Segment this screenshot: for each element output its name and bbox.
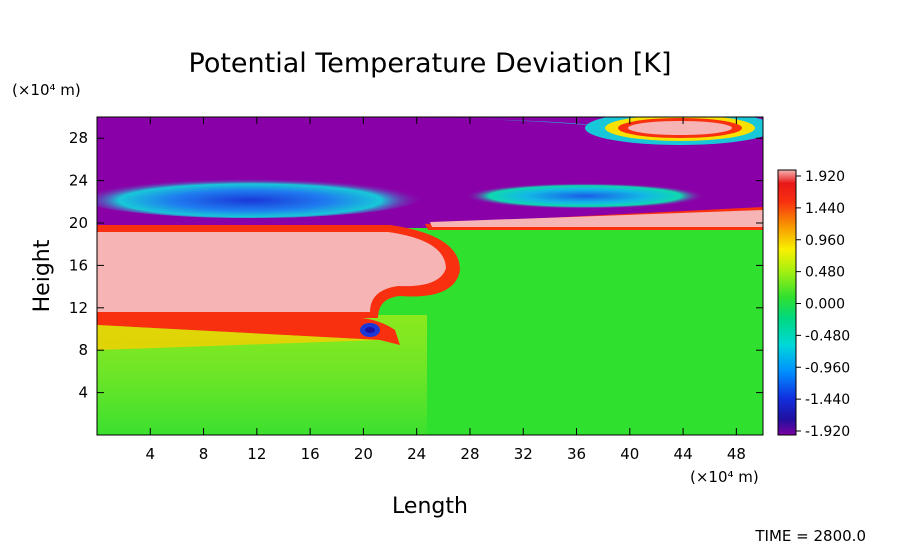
colorbar-label: -1.440 xyxy=(805,392,850,408)
y-tick-label: 12 xyxy=(69,299,88,317)
x-tick-label: 32 xyxy=(514,445,533,463)
x-axis-label: Length xyxy=(392,494,468,519)
y-tick-label: 20 xyxy=(69,214,88,232)
colorbar-label: -0.480 xyxy=(805,328,850,344)
colorbar-label: -1.920 xyxy=(805,424,850,440)
field-cold-lens-right xyxy=(465,183,705,209)
time-label: TIME = 2800.0 xyxy=(754,527,866,544)
field-warm-block xyxy=(97,232,446,312)
field-warm-tongue xyxy=(430,210,763,227)
x-tick-label: 16 xyxy=(301,445,320,463)
y-tick-label: 28 xyxy=(69,129,88,147)
x-tick-label: 12 xyxy=(247,445,266,463)
field-warm-ring-core xyxy=(628,121,732,135)
y-unit-label: (×10⁴ m) xyxy=(12,81,81,99)
x-tick-label: 4 xyxy=(146,445,156,463)
heatmap-field xyxy=(97,117,763,435)
y-tick-label: 16 xyxy=(69,256,88,274)
y-axis-label: Height xyxy=(30,239,55,312)
colorbar-label: 0.960 xyxy=(805,233,845,249)
plot-frame xyxy=(96,116,764,436)
x-tick-label: 48 xyxy=(727,445,746,463)
x-tick-label: 44 xyxy=(674,445,693,463)
x-tick-label: 8 xyxy=(199,445,209,463)
field-cold-dot-core xyxy=(365,327,375,333)
field-warm-edge xyxy=(97,310,400,345)
x-unit-label: (×10⁴ m) xyxy=(690,468,759,486)
y-tick-label: 24 xyxy=(69,172,88,190)
chart-title: Potential Temperature Deviation [K] xyxy=(189,48,672,79)
field-cold-lens-left xyxy=(97,174,425,218)
colorbar-labels: 1.920 1.440 0.960 0.480 0.000 -0.480 -0.960 -1.… xyxy=(796,169,850,440)
colorbar-label: 0.480 xyxy=(805,265,845,281)
x-tick-label: 24 xyxy=(407,445,426,463)
colorbar-label: 1.440 xyxy=(805,201,845,217)
x-tick-label: 28 xyxy=(460,445,479,463)
colorbar-label: -0.960 xyxy=(805,360,850,376)
colorbar-label: 1.920 xyxy=(805,169,845,185)
y-axis-ticks: 4 8 12 16 20 24 28 xyxy=(69,129,763,402)
field-yellow-band xyxy=(97,325,380,350)
y-tick-label: 8 xyxy=(78,341,88,359)
x-tick-label: 40 xyxy=(620,445,639,463)
x-axis-ticks: 4 8 12 16 20 24 28 32 36 40 44 48 xyxy=(146,117,746,463)
colorbar xyxy=(777,169,797,436)
x-tick-label: 36 xyxy=(567,445,586,463)
x-tick-label: 20 xyxy=(354,445,373,463)
colorbar-label: 0.000 xyxy=(805,297,845,313)
y-tick-label: 4 xyxy=(78,384,88,402)
